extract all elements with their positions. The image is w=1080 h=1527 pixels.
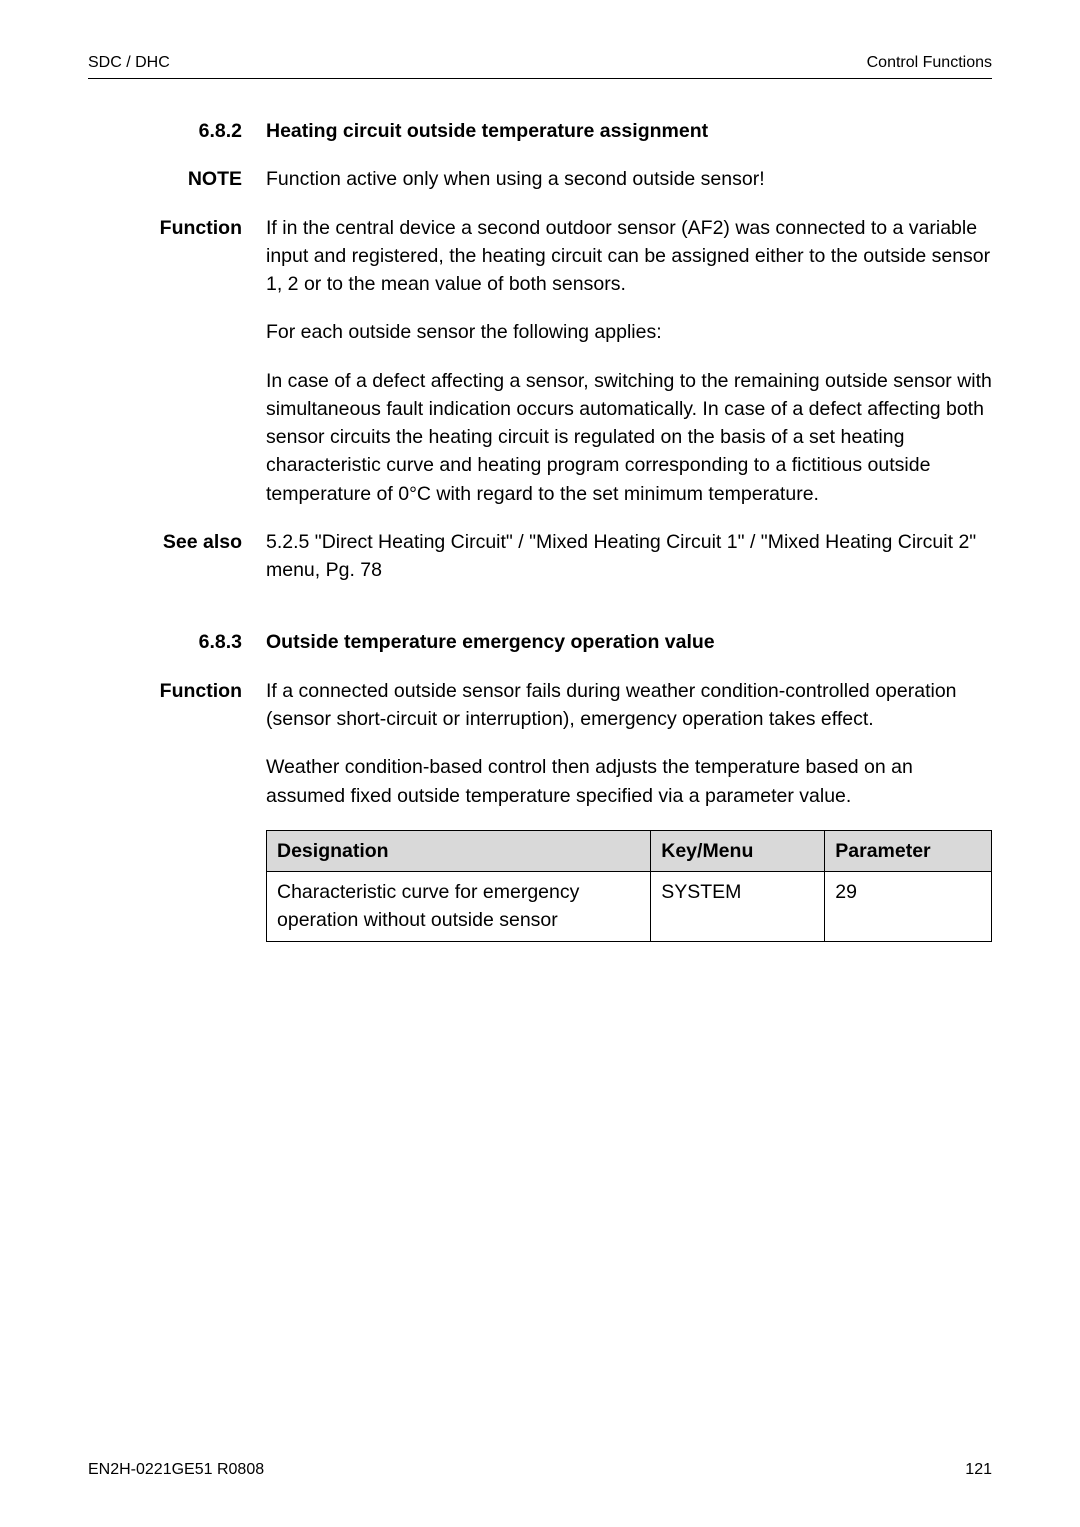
- section-number-683: 6.8.3: [88, 628, 266, 656]
- function-label-683: Function: [88, 677, 266, 705]
- section-heading-683: 6.8.3 Outside temperature emergency oper…: [88, 628, 992, 656]
- cell-parameter: 29: [825, 872, 992, 942]
- section-title-683: Outside temperature emergency operation …: [266, 631, 715, 653]
- note-text: Function active only when using a second…: [266, 165, 992, 193]
- col-header-designation: Designation: [267, 830, 651, 871]
- header-right: Control Functions: [867, 54, 992, 72]
- cell-designation: Characteristic curve for emergency opera…: [267, 872, 651, 942]
- section-number: 6.8.2: [88, 117, 266, 145]
- page: SDC / DHC Control Functions 6.8.2 Heatin…: [0, 0, 1080, 1527]
- parameter-table: Designation Key/Menu Parameter Character…: [266, 830, 992, 942]
- function-p1-683: If a connected outside sensor fails duri…: [266, 677, 992, 734]
- section-title: Heating circuit outside temperature assi…: [266, 120, 708, 142]
- function-body-683: If a connected outside sensor fails duri…: [266, 677, 992, 942]
- section-title-cell: Heating circuit outside temperature assi…: [266, 117, 992, 145]
- function-p1-682: If in the central device a second outdoo…: [266, 214, 992, 299]
- page-header: SDC / DHC Control Functions: [88, 54, 992, 78]
- header-left: SDC / DHC: [88, 54, 170, 72]
- function-body-682: If in the central device a second outdoo…: [266, 214, 992, 508]
- seealso-row: See also 5.2.5 "Direct Heating Circuit" …: [88, 528, 992, 585]
- section-heading-682: 6.8.2 Heating circuit outside temperatur…: [88, 117, 992, 145]
- table-header-row: Designation Key/Menu Parameter: [267, 830, 992, 871]
- function-row-682: Function If in the central device a seco…: [88, 214, 992, 508]
- header-rule: [88, 78, 992, 79]
- function-label-682: Function: [88, 214, 266, 242]
- seealso-label: See also: [88, 528, 266, 556]
- col-header-parameter: Parameter: [825, 830, 992, 871]
- function-p3-682: In case of a defect affecting a sensor, …: [266, 367, 992, 508]
- function-p2-683: Weather condition-based control then adj…: [266, 753, 992, 810]
- footer-left: EN2H-0221GE51 R0808: [88, 1461, 264, 1479]
- note-row: NOTE Function active only when using a s…: [88, 165, 992, 193]
- function-row-683: Function If a connected outside sensor f…: [88, 677, 992, 942]
- note-label: NOTE: [88, 165, 266, 193]
- col-header-keymenu: Key/Menu: [651, 830, 825, 871]
- footer-right: 121: [965, 1461, 992, 1479]
- table-row: Characteristic curve for emergency opera…: [267, 872, 992, 942]
- cell-keymenu: SYSTEM: [651, 872, 825, 942]
- seealso-text: 5.2.5 "Direct Heating Circuit" / "Mixed …: [266, 528, 992, 585]
- section-title-cell-683: Outside temperature emergency operation …: [266, 628, 992, 656]
- content: 6.8.2 Heating circuit outside temperatur…: [88, 117, 992, 942]
- function-p2-682: For each outside sensor the following ap…: [266, 318, 992, 346]
- page-footer: EN2H-0221GE51 R0808 121: [88, 1461, 992, 1479]
